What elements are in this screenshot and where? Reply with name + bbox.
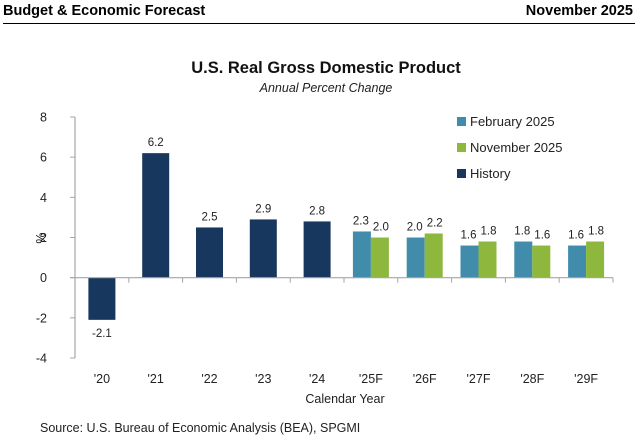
x-tick-label: '21: [148, 372, 164, 386]
bar-february-2025: [568, 245, 587, 278]
bar-history: [142, 153, 170, 278]
x-tick-label: '25F: [359, 372, 383, 386]
data-label-history: 6.2: [148, 137, 164, 149]
legend-label-history: History: [470, 166, 511, 181]
bar-november-2025: [478, 241, 497, 278]
bar-november-2025: [424, 233, 443, 278]
data-label-november-2025: 1.6: [534, 230, 550, 242]
legend-swatch-november-2025: [457, 143, 466, 152]
data-label-november-2025: 1.8: [588, 226, 604, 238]
x-tick-label: '27F: [467, 372, 491, 386]
legend-label-november-2025: November 2025: [470, 140, 563, 155]
bar-february-2025: [352, 231, 371, 278]
x-tick-label: '22: [201, 372, 217, 386]
legend: February 2025 November 2025 History: [457, 114, 563, 181]
x-tick-label: '23: [255, 372, 271, 386]
x-tick-label: '26F: [413, 372, 437, 386]
data-label-february-2025: 2.3: [353, 215, 369, 227]
x-tick-label: '29F: [574, 372, 598, 386]
chart-title: U.S. Real Gross Domestic Product: [191, 59, 461, 77]
bar-history: [88, 277, 116, 320]
y-tick-label: -2: [36, 311, 47, 325]
report-title: Budget & Economic Forecast: [3, 3, 206, 19]
bar-november-2025: [532, 245, 551, 278]
header-divider: [3, 23, 635, 24]
plot-area: -4 -2 0 2 4 6 8 -2.1 '20 6.2 '21 2.5 '22 2.9 '23 2.8 '24…: [36, 111, 614, 386]
data-label-february-2025: 1.6: [461, 230, 477, 242]
legend-swatch-history: [457, 169, 466, 178]
data-label-history: 2.9: [255, 203, 271, 215]
data-label-february-2025: 1.8: [514, 226, 530, 238]
data-label-history: -2.1: [92, 328, 112, 340]
y-axis-title: %: [34, 232, 48, 243]
x-tick-label: '28F: [520, 372, 544, 386]
legend-swatch-february-2025: [457, 117, 466, 126]
x-tick-label: '24: [309, 372, 325, 386]
data-label-november-2025: 2.0: [373, 222, 389, 234]
bar-november-2025: [586, 241, 605, 278]
legend-label-february-2025: February 2025: [470, 114, 555, 129]
y-tick-label: 0: [40, 271, 47, 285]
bar-history: [196, 227, 223, 278]
bar-november-2025: [370, 237, 389, 278]
data-label-february-2025: 2.0: [407, 222, 423, 234]
data-label-history: 2.5: [202, 211, 218, 223]
report-date: November 2025: [525, 3, 633, 19]
bar-history: [249, 219, 277, 278]
data-label-history: 2.8: [309, 205, 325, 217]
data-label-february-2025: 1.6: [568, 230, 584, 242]
x-axis-title: Calendar Year: [305, 392, 384, 406]
bar-february-2025: [460, 245, 479, 278]
y-tick-label: -4: [36, 352, 47, 366]
y-tick-label: 4: [40, 191, 47, 205]
bar-history: [303, 221, 331, 278]
source-note: Source: U.S. Bureau of Economic Analysis…: [40, 421, 361, 435]
data-label-november-2025: 1.8: [481, 226, 497, 238]
data-label-november-2025: 2.2: [427, 217, 443, 229]
y-tick-label: 2: [40, 231, 47, 245]
y-tick-label: 6: [40, 151, 47, 165]
chart-subtitle: Annual Percent Change: [259, 81, 393, 95]
bar-february-2025: [406, 237, 425, 278]
y-tick-label: 8: [40, 111, 47, 125]
bar-february-2025: [514, 241, 533, 278]
x-tick-label: '20: [94, 372, 110, 386]
